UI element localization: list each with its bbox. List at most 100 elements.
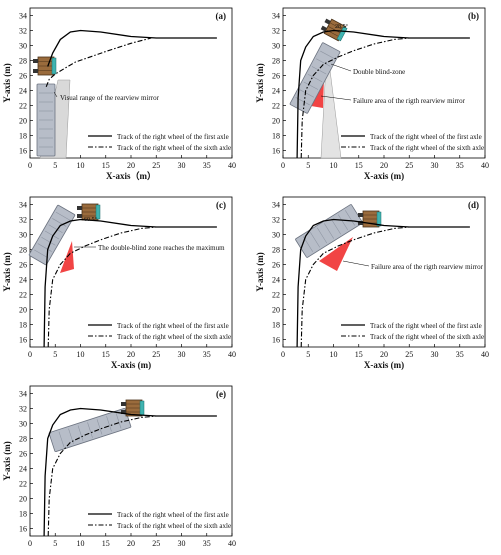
x-tick-label: 30 bbox=[431, 350, 439, 359]
tractor-cab bbox=[121, 399, 145, 417]
y-tick-label: 22 bbox=[272, 291, 280, 300]
y-tick-label: 30 bbox=[19, 420, 27, 429]
vehicle-illustration bbox=[295, 204, 382, 271]
trailer-rib bbox=[77, 425, 84, 441]
y-tick-label: 24 bbox=[272, 276, 280, 285]
x-tick-label: 30 bbox=[431, 161, 439, 170]
x-tick-label: 30 bbox=[178, 350, 186, 359]
panel-label: (a) bbox=[216, 11, 227, 21]
y-tick-label: 22 bbox=[19, 291, 27, 300]
x-axis-label: X-axis (m) bbox=[111, 360, 151, 370]
cab-window bbox=[95, 204, 101, 220]
trailer-rib bbox=[37, 243, 52, 252]
x-tick-label: 20 bbox=[127, 539, 135, 548]
mirror-failure-area bbox=[319, 237, 353, 271]
annotation-text: Failure area of the rigth rearview mirro… bbox=[371, 263, 484, 271]
x-tick-label: 5 bbox=[306, 161, 310, 170]
x-tick-label: 15 bbox=[102, 350, 110, 359]
x-tick-label: 10 bbox=[330, 161, 338, 170]
y-tick-label: 18 bbox=[19, 132, 27, 141]
y-tick-label: 16 bbox=[19, 147, 27, 156]
series-line-2 bbox=[47, 226, 157, 348]
trailer-rib bbox=[87, 422, 93, 438]
vehicle-illustration bbox=[33, 56, 71, 159]
y-tick-label: 26 bbox=[272, 261, 280, 270]
annotation-text: The double-blind zone reaches the maximu… bbox=[98, 244, 225, 252]
x-tick-label: 15 bbox=[355, 350, 363, 359]
legend-label: Track of the right wheel of the sixth ax… bbox=[117, 333, 231, 341]
wheel bbox=[358, 213, 363, 217]
x-tick-label: 25 bbox=[405, 161, 413, 170]
panel-label: (b) bbox=[468, 11, 479, 21]
panel-2: 0 5 10 15 20 25 30 35 40 16 18 20 22 24 26 28 30 32 34 X-ax… bbox=[255, 7, 489, 181]
y-tick-label: 20 bbox=[19, 306, 27, 315]
wheel bbox=[320, 25, 327, 32]
x-tick-label: 40 bbox=[228, 161, 236, 170]
cab-window bbox=[51, 57, 57, 75]
x-tick-label: 0 bbox=[28, 350, 32, 359]
annotation-text: Visual range of the rearview mirror bbox=[60, 94, 160, 102]
y-tick-label: 32 bbox=[19, 405, 27, 414]
x-tick-label: 30 bbox=[178, 539, 186, 548]
y-tick-label: 20 bbox=[272, 306, 280, 315]
wheel bbox=[33, 69, 38, 73]
vehicle-illustration bbox=[48, 399, 145, 453]
trailer-rib bbox=[309, 231, 321, 248]
trailer-rib bbox=[307, 73, 323, 83]
tractor-cab bbox=[33, 56, 57, 76]
trailer-rib bbox=[58, 431, 65, 447]
trailer-rib bbox=[115, 413, 122, 429]
trailer-rib bbox=[303, 81, 319, 90]
y-tick-label: 34 bbox=[19, 390, 27, 399]
wheel bbox=[358, 221, 363, 225]
trailer-rib bbox=[337, 214, 349, 231]
x-tick-label: 30 bbox=[178, 161, 186, 170]
x-tick-label: 5 bbox=[53, 539, 57, 548]
trailer-rib bbox=[323, 223, 335, 239]
annotation-text: 28.5° bbox=[335, 23, 349, 30]
x-tick-label: 15 bbox=[355, 161, 363, 170]
wheel bbox=[77, 206, 82, 210]
legend-label: Track of the right wheel of the first ax… bbox=[117, 322, 229, 330]
x-tick-label: 5 bbox=[53, 350, 57, 359]
vehicle-illustration bbox=[28, 203, 101, 273]
x-tick-label: 0 bbox=[28, 539, 32, 548]
series-line-2 bbox=[300, 37, 410, 159]
cab-window bbox=[376, 211, 382, 227]
trailer-rib bbox=[344, 210, 356, 226]
wheel bbox=[324, 18, 331, 25]
y-tick-label: 30 bbox=[19, 231, 27, 240]
y-tick-label: 28 bbox=[272, 246, 280, 255]
y-tick-label: 20 bbox=[272, 117, 280, 126]
y-axis-label: Y-axis (m) bbox=[2, 252, 12, 291]
annotation-text: Double blind-zone bbox=[353, 68, 405, 76]
x-tick-label: 35 bbox=[203, 539, 211, 548]
y-tick-label: 30 bbox=[19, 42, 27, 51]
x-tick-label: 10 bbox=[330, 350, 338, 359]
y-tick-label: 26 bbox=[19, 450, 27, 459]
cab-window bbox=[139, 400, 145, 416]
x-tick-label: 10 bbox=[77, 539, 85, 548]
trailer-rib bbox=[34, 249, 49, 259]
x-tick-label: 20 bbox=[127, 161, 135, 170]
legend-label: Track of the right wheel of the sixth ax… bbox=[370, 333, 484, 341]
trailer-rib bbox=[106, 416, 112, 432]
x-tick-label: 35 bbox=[456, 350, 464, 359]
y-tick-label: 18 bbox=[272, 132, 280, 141]
series-line-1 bbox=[296, 29, 470, 159]
y-tick-label: 18 bbox=[19, 510, 27, 519]
y-tick-label: 16 bbox=[19, 336, 27, 345]
y-tick-label: 18 bbox=[19, 321, 27, 330]
trailer-rib bbox=[96, 419, 103, 435]
y-tick-label: 26 bbox=[19, 261, 27, 270]
x-axis-label: X-axis（m） bbox=[106, 171, 156, 181]
x-tick-label: 35 bbox=[203, 161, 211, 170]
panel-label: (e) bbox=[216, 389, 226, 399]
y-axis-label: Y-axis (m) bbox=[255, 252, 265, 291]
trailer-rib bbox=[55, 211, 70, 221]
x-tick-label: 20 bbox=[380, 161, 388, 170]
y-tick-label: 24 bbox=[19, 276, 27, 285]
x-tick-label: 15 bbox=[102, 161, 110, 170]
y-tick-label: 20 bbox=[19, 495, 27, 504]
x-tick-label: 0 bbox=[281, 161, 285, 170]
